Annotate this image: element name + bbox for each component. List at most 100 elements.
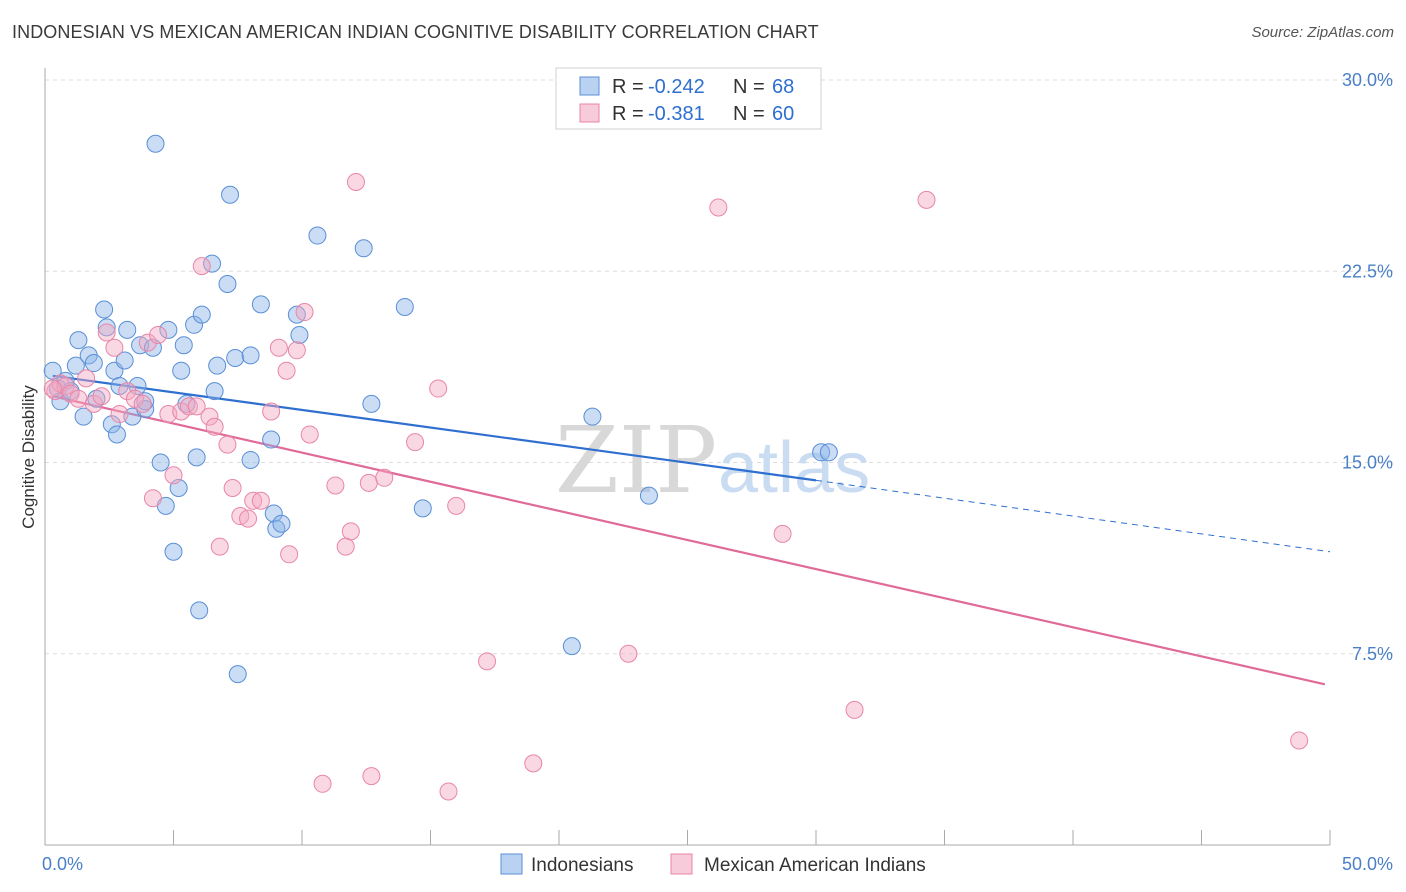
legend-n-value: 68 [772, 76, 794, 98]
point-s1-35 [280, 545, 299, 564]
y-tick-labels: 7.5% 15.0% 22.5% 30.0% [1342, 70, 1393, 664]
point-s1-21 [187, 397, 206, 416]
point-s1-58 [1290, 731, 1309, 750]
y-axis-label: Cognitive Disability [19, 385, 38, 529]
point-s1-24 [205, 417, 224, 436]
point-s1-31 [251, 491, 270, 510]
point-s0-17 [115, 351, 134, 370]
point-s0-55 [354, 239, 373, 258]
watermark-atlas: atlas [718, 428, 870, 508]
point-s0-58 [413, 499, 432, 518]
point-s1-49 [439, 782, 458, 801]
y-tick-label: 22.5% [1342, 261, 1393, 281]
legend-n-label: N = [733, 76, 765, 98]
point-s0-61 [639, 486, 658, 505]
watermark-zip: ZIP [555, 407, 717, 514]
legend-r-value: -0.242 [648, 76, 705, 98]
point-s0-26 [151, 453, 170, 472]
point-s0-15 [107, 425, 126, 444]
point-s1-8 [97, 323, 116, 342]
point-s0-37 [192, 305, 211, 324]
point-s1-30 [244, 491, 263, 510]
point-s1-10 [110, 405, 129, 424]
bottom-legend-swatch-0 [500, 853, 523, 875]
point-s0-9 [84, 354, 103, 373]
point-s0-5 [66, 356, 85, 375]
point-s1-44 [359, 473, 378, 492]
point-s0-43 [226, 348, 245, 367]
y-tick-label: 7.5% [1352, 644, 1393, 664]
point-s1-7 [92, 387, 111, 406]
data-points [43, 134, 1309, 801]
point-s1-11 [118, 382, 137, 401]
point-s0-51 [272, 514, 291, 533]
point-s0-28 [159, 320, 178, 339]
point-s1-59 [43, 379, 62, 398]
trend-lines [52, 374, 1331, 686]
legend-swatch-0 [579, 76, 600, 96]
point-s1-23 [200, 407, 219, 426]
point-s0-36 [190, 601, 209, 620]
point-s0-6 [69, 331, 88, 350]
point-s1-55 [773, 524, 792, 543]
point-s0-41 [218, 275, 237, 293]
point-s0-50 [267, 519, 286, 538]
point-s0-46 [241, 450, 260, 469]
point-s1-4 [69, 389, 88, 408]
point-s1-33 [269, 338, 288, 357]
point-s1-6 [84, 394, 103, 413]
point-s0-31 [172, 361, 191, 380]
point-s0-38 [203, 254, 222, 273]
legend-swatch-1 [579, 103, 600, 123]
bottom-legend-swatch-1 [670, 853, 693, 875]
point-s1-53 [619, 644, 638, 663]
point-s0-57 [395, 297, 414, 316]
point-s1-56 [845, 700, 864, 719]
point-s1-46 [375, 468, 394, 487]
point-s0-11 [95, 300, 114, 319]
trend-line-1 [52, 395, 1326, 686]
chart-title: INDONESIAN VS MEXICAN AMERICAN INDIAN CO… [12, 22, 819, 42]
point-s1-57 [917, 190, 936, 209]
point-s1-39 [313, 774, 332, 793]
point-s0-10 [87, 389, 106, 408]
point-s0-39 [205, 382, 224, 401]
point-s1-41 [336, 537, 355, 556]
axes [44, 68, 1331, 846]
point-s1-5 [77, 369, 96, 388]
point-s0-32 [174, 336, 193, 355]
stats-legend: R = -0.242 N = 68 R = -0.381 N = 60 [555, 67, 822, 130]
point-s0-60 [583, 407, 602, 426]
point-s1-22 [192, 257, 211, 276]
point-s0-18 [118, 320, 137, 339]
point-s0-25 [146, 134, 165, 153]
point-s0-40 [208, 356, 227, 375]
legend-r-label: R = [612, 103, 644, 125]
point-s0-54 [308, 226, 327, 245]
point-s1-51 [478, 652, 497, 671]
point-s1-48 [429, 379, 448, 398]
point-s0-42 [221, 185, 240, 204]
legend-box [555, 67, 822, 130]
point-s1-18 [164, 466, 183, 485]
x-tick-labels: 0.0% 50.0% [42, 854, 1393, 874]
point-s1-16 [149, 326, 168, 344]
point-s0-13 [102, 415, 121, 434]
point-s1-26 [218, 435, 237, 454]
point-s1-32 [262, 402, 281, 421]
point-s1-37 [295, 303, 314, 322]
point-s0-23 [136, 392, 155, 411]
point-s0-47 [251, 295, 270, 314]
point-s1-14 [138, 333, 157, 352]
point-s1-38 [300, 425, 319, 444]
point-s0-44 [228, 665, 247, 684]
point-s1-54 [709, 198, 728, 217]
chart-source: Source: ZipAtlas.com [1251, 24, 1394, 41]
x-tick-label: 0.0% [42, 854, 83, 874]
y-tick-label: 15.0% [1342, 453, 1393, 473]
point-s1-45 [362, 767, 381, 786]
point-s1-9 [105, 338, 124, 357]
point-s0-35 [187, 448, 206, 467]
point-s1-47 [406, 433, 425, 452]
